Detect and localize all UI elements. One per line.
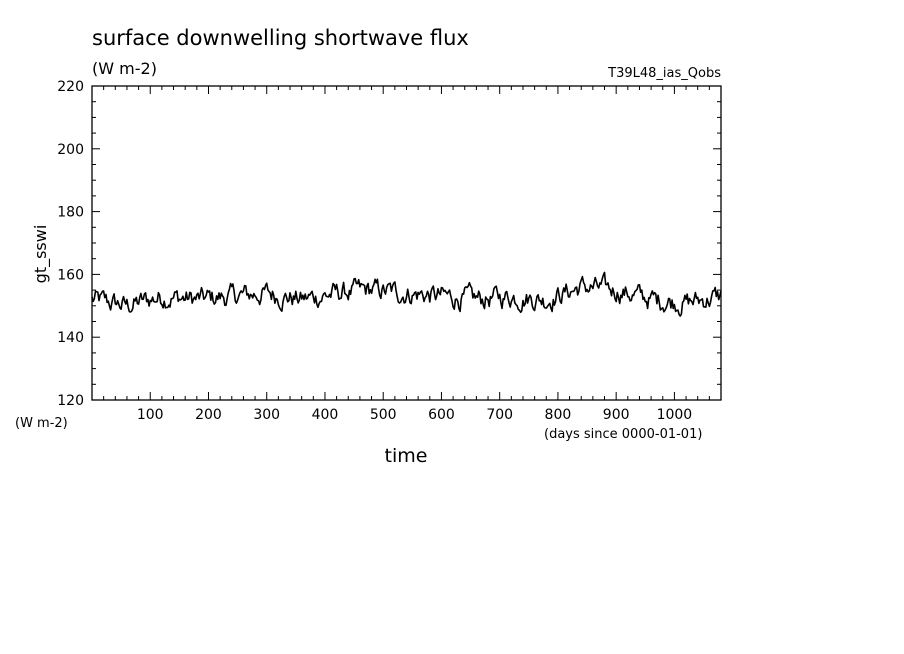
y-tick-label: 180	[57, 205, 84, 221]
chart-title: surface downwelling shortwave flux	[92, 26, 469, 50]
y-tick-label: 140	[57, 330, 84, 346]
y-axis-label: gt_sswi	[31, 225, 51, 284]
x-tick-label: 700	[486, 407, 513, 423]
x-tick-label: 500	[370, 407, 397, 423]
x-tick-label: 900	[603, 407, 630, 423]
x-tick-label: 100	[137, 407, 164, 423]
x-tick-label: 1000	[657, 407, 693, 423]
y-tick-label: 220	[57, 79, 84, 95]
y-tick-label: 160	[57, 267, 84, 283]
x-tick-label: 600	[428, 407, 455, 423]
x-tick-label: 800	[545, 407, 572, 423]
x-tick-label: 200	[195, 407, 222, 423]
series-line	[91, 271, 722, 317]
x-units-label: (days since 0000-01-01)	[544, 427, 702, 442]
chart-units: (W m-2)	[92, 59, 157, 78]
plot-frame	[91, 85, 722, 401]
x-tick-label: 300	[253, 407, 280, 423]
experiment-label: T39L48_ias_Qobs	[607, 66, 721, 81]
y-tick-label: 120	[57, 393, 84, 409]
y-units-label: (W m-2)	[15, 416, 68, 431]
x-tick-label: 400	[312, 407, 339, 423]
x-tick-labels: 100 200 300 400 500 600 700 800 900 1000	[137, 407, 692, 423]
y-tick-label: 200	[57, 142, 84, 158]
x-axis-label: time	[385, 445, 428, 467]
y-tick-labels: 120 140 160 180 200 220	[57, 79, 84, 409]
x-axis-ticks	[103, 86, 710, 400]
y-axis-ticks	[92, 101, 721, 385]
